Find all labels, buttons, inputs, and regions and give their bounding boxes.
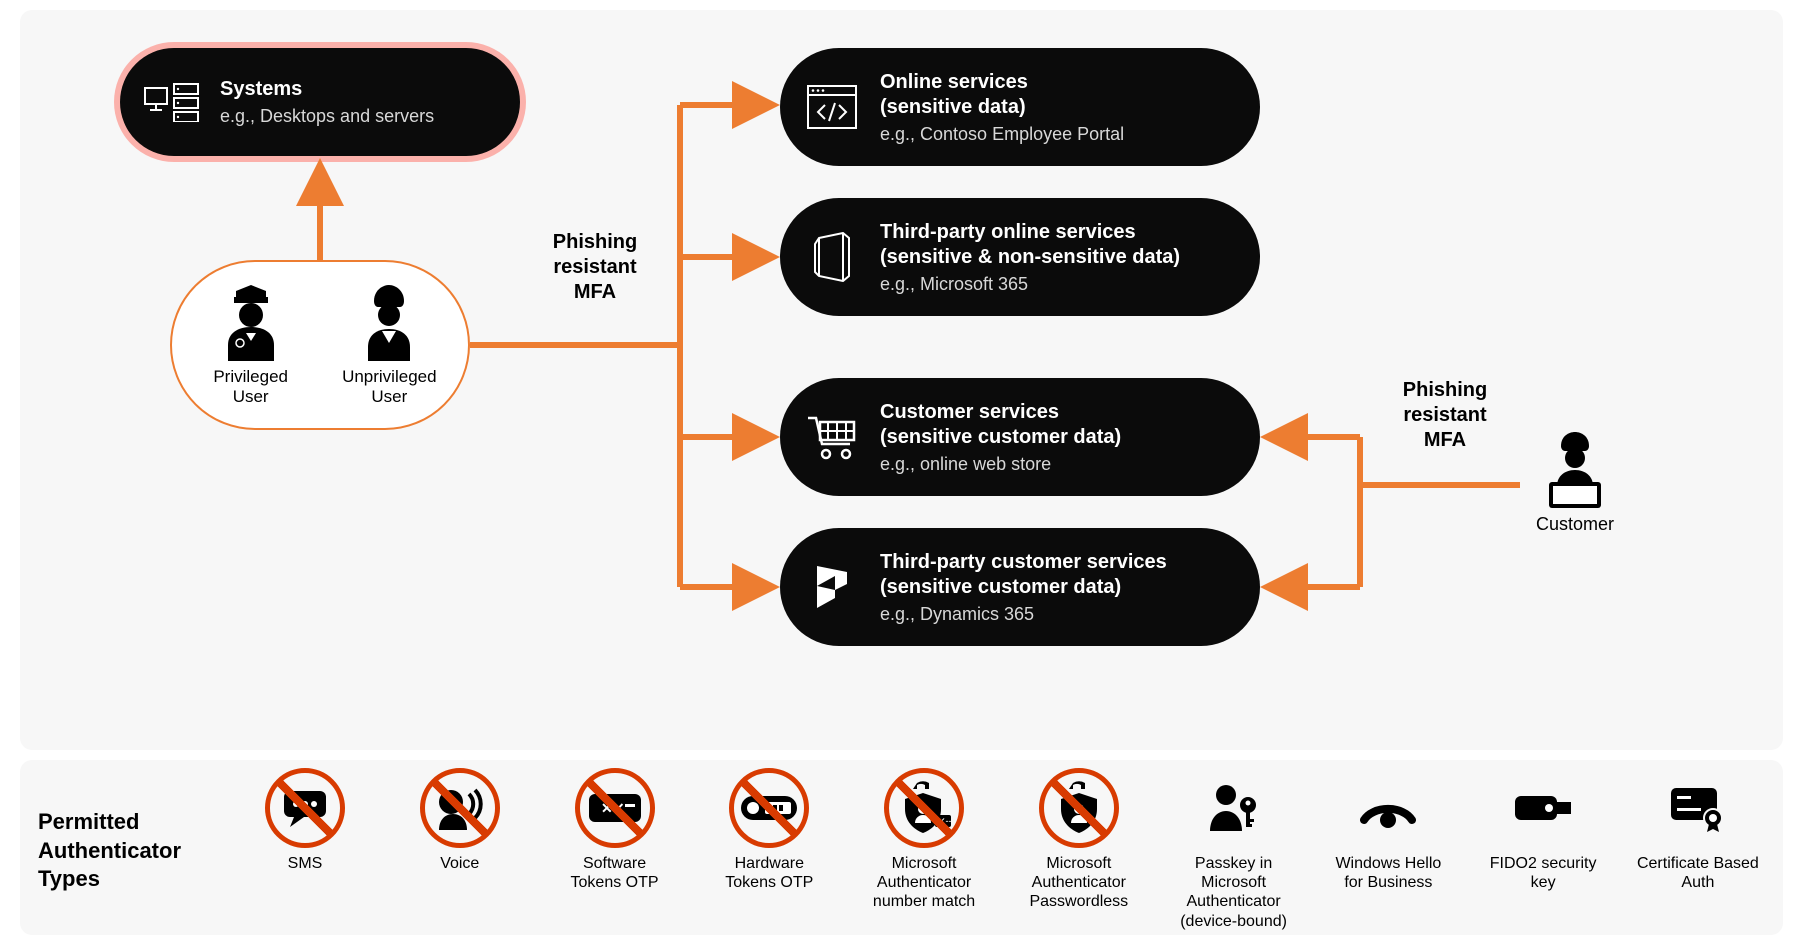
auth-hard-otp-label: HardwareTokens OTP <box>725 854 813 892</box>
diagram-panel: Systems e.g., Desktops and servers Privi… <box>20 10 1783 750</box>
passkey-icon <box>1194 768 1274 848</box>
unprivileged-user: UnprivilegedUser <box>329 283 449 408</box>
auth-ms-pl-label: MicrosoftAuthenticatorPasswordless <box>1029 854 1128 912</box>
svc2-title: Third-party online services(sensitive & … <box>880 220 1180 270</box>
privileged-user: PrivilegedUser <box>191 283 311 408</box>
auth-hello: Windows Hellofor Business <box>1313 768 1463 892</box>
svc3-title: Customer services(sensitive customer dat… <box>880 400 1121 450</box>
sms-icon <box>265 768 345 848</box>
auth-voice: Voice <box>385 768 535 873</box>
svc1-sub: e.g., Contoso Employee Portal <box>880 124 1124 145</box>
voice-icon <box>420 768 500 848</box>
privileged-user-icon <box>216 283 286 361</box>
auth-sms: SMS <box>230 768 380 873</box>
svg-text:✕✕: ✕✕ <box>601 800 624 816</box>
unprivileged-user-icon <box>354 283 424 361</box>
hard-otp-icon <box>729 768 809 848</box>
auth-ms-number-label: MicrosoftAuthenticatornumber match <box>873 854 975 912</box>
svc3-sub: e.g., online web store <box>880 454 1121 475</box>
cart-icon <box>804 409 860 465</box>
ms-auth-icon: ✕-- <box>884 768 964 848</box>
auth-ms-number: ✕-- MicrosoftAuthenticatornumber match <box>849 768 999 912</box>
fido2-icon <box>1503 768 1583 848</box>
auth-hello-label: Windows Hellofor Business <box>1335 854 1441 892</box>
auth-fido2-label: FIDO2 securitykey <box>1490 854 1597 892</box>
auth-hard-otp: HardwareTokens OTP <box>694 768 844 892</box>
node-systems: Systems e.g., Desktops and servers <box>120 48 520 156</box>
svg-text:✕--: ✕-- <box>938 816 952 826</box>
systems-title: Systems <box>220 77 434 102</box>
node-third-party-online: Third-party online services(sensitive & … <box>780 198 1260 316</box>
auth-passkey-label: Passkey inMicrosoftAuthenticator(device-… <box>1180 854 1287 931</box>
privileged-user-label: PrivilegedUser <box>213 367 288 408</box>
node-online-services: Online services(sensitive data) e.g., Co… <box>780 48 1260 166</box>
svc1-title: Online services(sensitive data) <box>880 70 1124 120</box>
unprivileged-user-label: UnprivilegedUser <box>342 367 437 408</box>
systems-sub: e.g., Desktops and servers <box>220 106 434 127</box>
code-window-icon <box>804 79 860 135</box>
cert-icon <box>1658 768 1738 848</box>
auth-cert-label: Certificate BasedAuth <box>1637 854 1759 892</box>
authenticators-row: SMS Voice ✕✕ SoftwareTokens OTP Hardware… <box>230 768 1773 927</box>
auth-passkey: Passkey inMicrosoftAuthenticator(device-… <box>1159 768 1309 931</box>
auth-fido2: FIDO2 securitykey <box>1468 768 1618 892</box>
customer-icon <box>1535 430 1615 510</box>
mfa-label-right: Phishing resistant MFA <box>1380 378 1510 453</box>
dynamics-icon <box>804 559 860 615</box>
svc4-title: Third-party customer services(sensitive … <box>880 550 1167 600</box>
mfa-label-left: Phishing resistant MFA <box>530 230 660 305</box>
office-icon <box>804 229 860 285</box>
auth-voice-label: Voice <box>440 854 479 873</box>
node-third-party-customer: Third-party customer services(sensitive … <box>780 528 1260 646</box>
auth-soft-otp: ✕✕ SoftwareTokens OTP <box>540 768 690 892</box>
node-customer-services: Customer services(sensitive customer dat… <box>780 378 1260 496</box>
hello-icon <box>1348 768 1428 848</box>
authenticators-panel: Permitted Authenticator Types SMS Voice … <box>20 760 1783 935</box>
node-users: PrivilegedUser UnprivilegedUser <box>170 260 470 430</box>
auth-ms-passwordless: MicrosoftAuthenticatorPasswordless <box>1004 768 1154 912</box>
authenticators-title: Permitted Authenticator Types <box>38 808 228 894</box>
auth-soft-otp-label: SoftwareTokens OTP <box>571 854 659 892</box>
svc2-sub: e.g., Microsoft 365 <box>880 274 1180 295</box>
auth-sms-label: SMS <box>288 854 323 873</box>
node-customer: Customer <box>1520 430 1630 535</box>
customer-label: Customer <box>1536 514 1614 535</box>
svc4-sub: e.g., Dynamics 365 <box>880 604 1167 625</box>
soft-otp-icon: ✕✕ <box>575 768 655 848</box>
ms-auth-pl-icon <box>1039 768 1119 848</box>
auth-cert: Certificate BasedAuth <box>1623 768 1773 892</box>
systems-icon <box>144 74 200 130</box>
